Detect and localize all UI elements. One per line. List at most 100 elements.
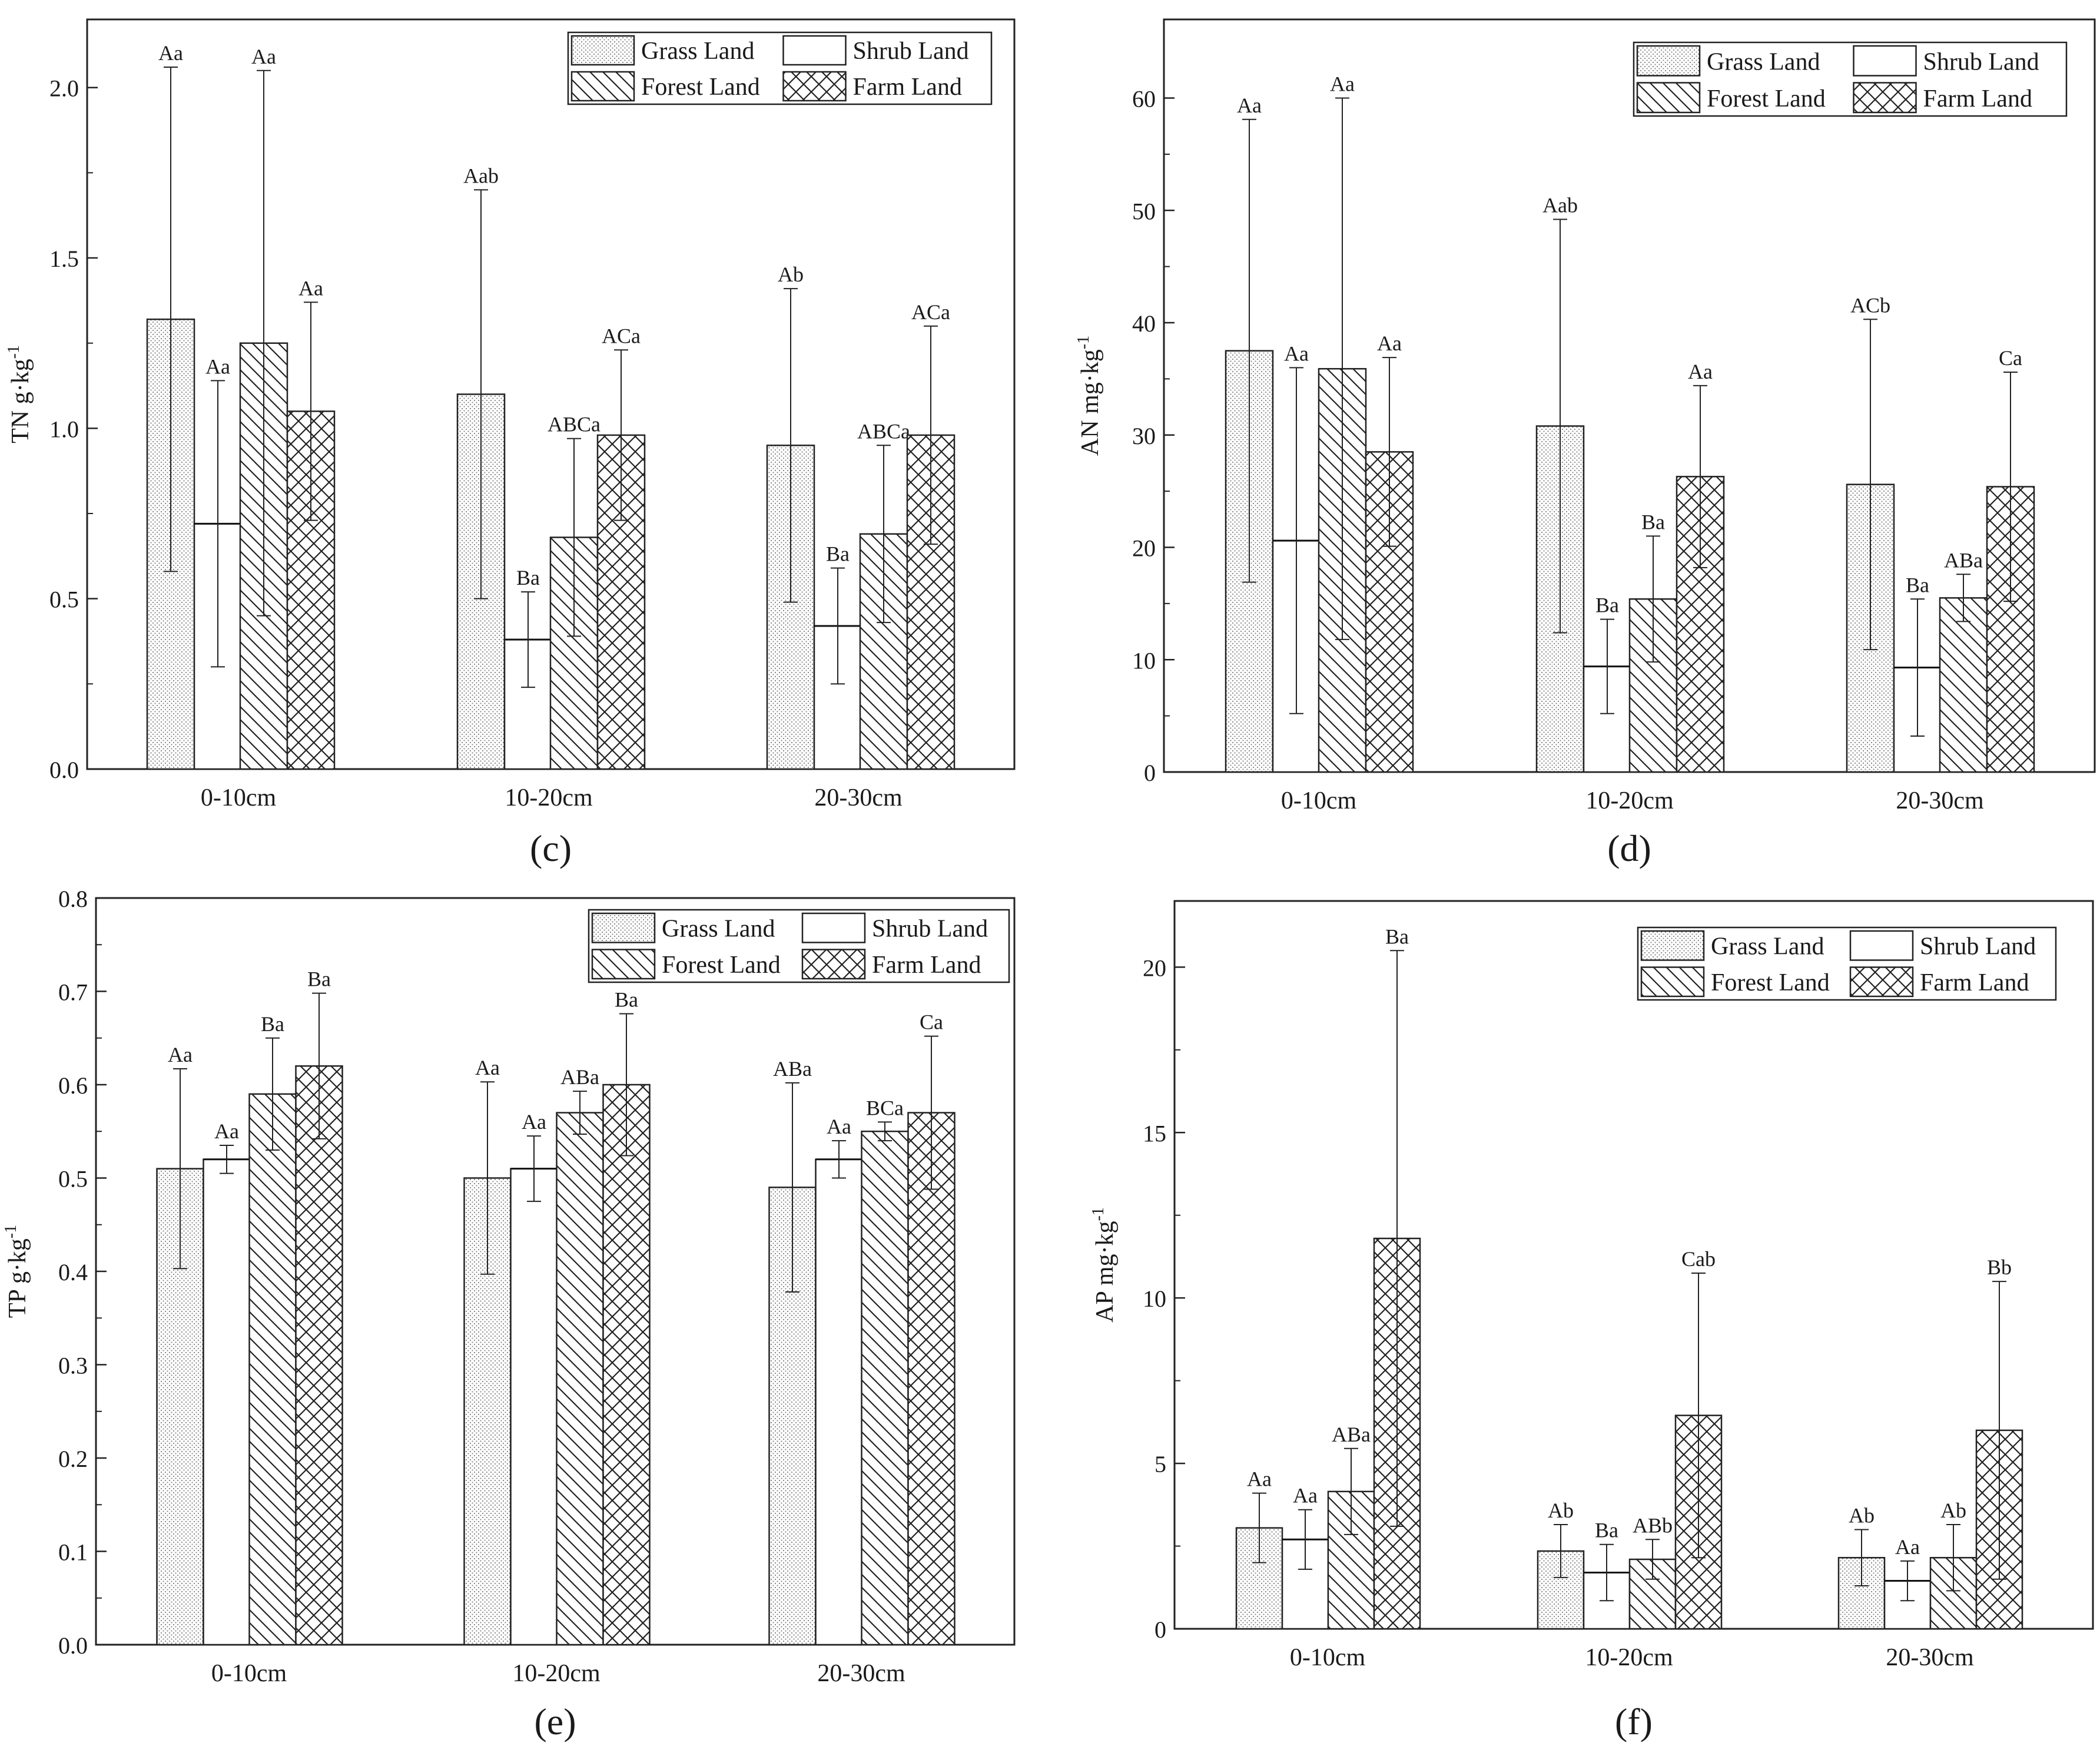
panel-d-an-chart: 0 10 20 30 40 50 60 AN mg·kg-1 0-10cm 10-20cm 20-3…: [1074, 18, 2096, 869]
bar-farm-land: [907, 1112, 956, 1646]
y-tick-label: 0.1: [58, 1539, 88, 1566]
significance-label: Ba: [1595, 1519, 1618, 1542]
legend-swatch-grass-land: [1640, 930, 1705, 961]
legend-swatch-farm-land: [782, 71, 847, 102]
legend-swatch-farm-land: [1853, 82, 1917, 114]
x-tick-label: 10-20cm: [505, 784, 593, 811]
significance-label: Aa: [214, 1119, 239, 1143]
bar-shrub-land: [510, 1168, 558, 1646]
bar-shrub-land: [813, 625, 862, 770]
y-tick-label: 0.4: [58, 1259, 88, 1285]
y-tick-label: 60: [1132, 86, 1156, 112]
y-axis-label: AP mg·kg-1: [1089, 1207, 1119, 1323]
y-tick-label: 20: [1143, 955, 1166, 981]
significance-label: Ba: [1385, 925, 1409, 948]
y-tick-label: 5: [1154, 1451, 1166, 1477]
significance-label: Ba: [307, 968, 331, 991]
legend-swatch-shrub-land: [801, 912, 866, 943]
legend-label-forest-land: Forest Land: [1707, 85, 1826, 112]
y-axis-label-exponent: -1: [1089, 1207, 1107, 1221]
legend-label-forest-land: Forest Land: [1711, 969, 1830, 996]
y-axis-label: TP g·kg-1: [2, 1225, 31, 1318]
y-tick-label: 50: [1132, 198, 1156, 224]
significance-label: BCa: [866, 1096, 904, 1119]
significance-label: Ab: [1849, 1503, 1875, 1527]
significance-label: ABCa: [548, 413, 601, 436]
significance-label: Ab: [1940, 1499, 1966, 1522]
significance-label: ACb: [1850, 293, 1890, 317]
legend-label-shrub-land: Shrub Land: [872, 916, 988, 943]
significance-label: Aa: [1293, 1484, 1318, 1507]
y-axis-label-exponent: -1: [2, 1225, 20, 1238]
significance-label: Aa: [1330, 72, 1355, 96]
panel-c-tn-chart: 0.0 0.5 1.0 1.5 2.0 TN g·kg-1 0-10cm 10-20cm 20-…: [5, 18, 1016, 869]
significance-label: Aa: [251, 45, 276, 68]
significance-label: Aa: [475, 1056, 500, 1079]
y-tick-label: 1.5: [49, 246, 79, 272]
significance-label: Aa: [205, 354, 230, 378]
significance-label: Aa: [1284, 342, 1309, 365]
bar-forest-land: [248, 1093, 297, 1646]
legend-label-farm-land: Farm Land: [872, 952, 981, 979]
y-tick-label: 15: [1143, 1120, 1166, 1147]
y-tick-label: 0.5: [58, 1166, 88, 1192]
bar-farm-land: [602, 1084, 651, 1646]
legend-box: [567, 31, 993, 105]
panel-label: (e): [534, 1701, 576, 1742]
legend-label-shrub-land: Shrub Land: [1923, 49, 2039, 76]
significance-label: Aa: [298, 276, 323, 300]
legend-swatch-grass-land: [1636, 45, 1701, 77]
legend-box: [588, 909, 1010, 983]
panel-f-ap-chart: 0 5 10 15 20 AP mg·kg-1 0-10cm 10-20cm 20-30cm Aa…: [1089, 900, 2094, 1742]
x-tick-label: 0-10cm: [201, 784, 277, 811]
legend-label-farm-land: Farm Land: [853, 74, 962, 101]
y-tick-label: 10: [1143, 1285, 1166, 1312]
y-tick-label: 0: [1144, 760, 1156, 786]
significance-label: Ab: [778, 263, 804, 286]
y-tick-label: 0: [1154, 1616, 1166, 1643]
significance-label: ABb: [1633, 1513, 1673, 1537]
significance-label: Aa: [1377, 332, 1402, 355]
x-tick-label: 0-10cm: [1281, 787, 1357, 814]
legend-label-forest-land: Forest Land: [641, 74, 760, 101]
significance-label: Ba: [1906, 573, 1929, 597]
legend-label-farm-land: Farm Land: [1920, 969, 2029, 996]
y-tick-label: 0.5: [49, 587, 79, 613]
y-tick-label: 10: [1132, 647, 1156, 674]
significance-label: ABa: [560, 1065, 599, 1089]
significance-label: Ba: [1641, 510, 1665, 534]
y-tick-label: 2.0: [49, 75, 79, 102]
legend-label-grass-land: Grass Land: [641, 38, 754, 65]
legend-label-grass-land: Grass Land: [662, 916, 775, 943]
significance-label: Ba: [615, 988, 638, 1012]
y-tick-label: 0.8: [58, 886, 88, 912]
y-axis-label-exponent: -1: [1074, 336, 1093, 349]
x-tick-label: 10-20cm: [1585, 1644, 1673, 1671]
legend-swatch-shrub-land: [782, 35, 847, 66]
significance-label: Bb: [1987, 1255, 2012, 1279]
bar-shrub-land: [203, 1158, 251, 1646]
legend-label-shrub-land: Shrub Land: [853, 38, 969, 65]
panel-label: (d): [1607, 827, 1651, 869]
legend-swatch-forest-land: [570, 71, 635, 102]
significance-label: Ca: [920, 1010, 943, 1034]
bar-farm-land: [295, 1065, 343, 1646]
bar-forest-land: [556, 1112, 604, 1646]
significance-label: Aab: [463, 164, 499, 187]
legend-swatch-forest-land: [1636, 82, 1701, 114]
y-tick-label: 0.2: [58, 1446, 88, 1472]
legend-swatch-shrub-land: [1849, 930, 1914, 961]
y-tick-label: 0.6: [58, 1072, 88, 1099]
x-tick-label: 20-30cm: [1886, 1644, 1974, 1671]
y-tick-label: 40: [1132, 310, 1156, 337]
x-tick-label: 0-10cm: [1290, 1644, 1366, 1671]
legend-label-shrub-land: Shrub Land: [1920, 933, 2036, 960]
significance-label: ACa: [911, 300, 950, 324]
significance-label: Ba: [261, 1012, 284, 1036]
legend-swatch-grass-land: [570, 35, 635, 66]
legend-box: [1633, 41, 2068, 117]
significance-label: Aa: [1247, 1467, 1272, 1491]
significance-label: Ba: [1595, 594, 1619, 617]
x-tick-label: 10-20cm: [512, 1660, 601, 1687]
y-tick-label: 1.0: [49, 416, 79, 442]
